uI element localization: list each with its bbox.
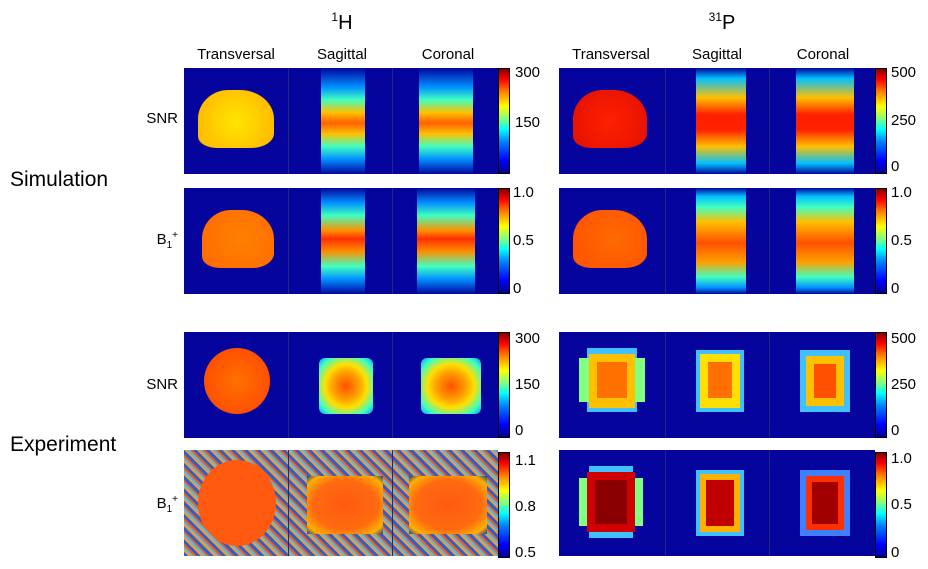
map-sim-snr-31p-transversal bbox=[559, 68, 665, 174]
nucleus-header-1h: 1H bbox=[331, 10, 353, 34]
colorbar-sim-snr-31p bbox=[875, 68, 887, 174]
colorbar-tick-mid: 0.5 bbox=[891, 496, 912, 513]
map-exp-b1-31p bbox=[559, 450, 875, 556]
colorbar-exp-snr-31p bbox=[875, 332, 887, 438]
colorbar-tick-mid: 0.5 bbox=[891, 232, 912, 249]
section-experiment: Experiment bbox=[10, 433, 117, 456]
colorbar-tick-max: 1.0 bbox=[891, 450, 912, 467]
map-sim-b1-31p-transversal bbox=[559, 188, 665, 294]
map-sim-b1-1h bbox=[184, 188, 498, 294]
colorbar-tick-max: 1.1 bbox=[515, 452, 536, 469]
map-exp-snr-31p bbox=[559, 332, 875, 438]
colorbar-tick-mid: 0.5 bbox=[513, 232, 534, 249]
map-exp-b1-31p-coronal bbox=[769, 450, 875, 556]
colorbar-tick-min: 0.5 bbox=[515, 544, 536, 561]
map-exp-b1-1h bbox=[184, 450, 498, 556]
colorbar-sim-snr-1h bbox=[498, 68, 510, 174]
view-header-coronal-31p: Coronal bbox=[796, 46, 850, 63]
map-exp-b1-1h-coronal bbox=[392, 450, 498, 556]
colorbar-tick-min: 0 bbox=[891, 422, 900, 439]
map-sim-snr-1h-transversal bbox=[184, 68, 288, 174]
map-exp-snr-1h-transversal bbox=[184, 332, 288, 438]
view-header-sagittal-1h: Sagittal bbox=[316, 46, 368, 63]
colorbar-tick-mid: 150 bbox=[515, 114, 541, 131]
colorbar-sim-b1-1h bbox=[498, 188, 510, 294]
map-exp-b1-1h-sagittal bbox=[288, 450, 393, 556]
nucleus-header-31p: 31P bbox=[708, 10, 736, 34]
map-exp-snr-1h bbox=[184, 332, 498, 438]
map-exp-snr-31p-sagittal bbox=[665, 332, 770, 438]
colorbar-tick-mid: 0.8 bbox=[515, 498, 536, 515]
colorbar-tick-mid: 250 bbox=[891, 376, 917, 393]
map-exp-b1-1h-transversal bbox=[184, 450, 288, 556]
colorbar-tick-min: 0 bbox=[891, 280, 900, 297]
map-sim-b1-1h-transversal bbox=[184, 188, 288, 294]
colorbar-tick-mid: 250 bbox=[891, 112, 917, 129]
row-label-exp-snr: SNR bbox=[146, 376, 178, 393]
map-exp-snr-1h-coronal bbox=[392, 332, 498, 438]
colorbar-sim-b1-31p bbox=[875, 188, 887, 294]
view-header-transversal-1h: Transversal bbox=[197, 46, 275, 63]
map-exp-b1-31p-sagittal bbox=[665, 450, 770, 556]
view-header-transversal-31p: Transversal bbox=[572, 46, 650, 63]
map-sim-snr-31p-coronal bbox=[769, 68, 875, 174]
view-header-coronal-1h: Coronal bbox=[421, 46, 475, 63]
map-sim-snr-31p bbox=[559, 68, 875, 174]
map-exp-snr-1h-sagittal bbox=[288, 332, 393, 438]
map-sim-b1-1h-coronal bbox=[392, 188, 498, 294]
row-label-exp-b1: B1+ bbox=[156, 494, 178, 515]
map-exp-snr-31p-coronal bbox=[769, 332, 875, 438]
map-sim-b1-31p bbox=[559, 188, 875, 294]
colorbar-exp-snr-1h bbox=[498, 332, 510, 438]
colorbar-tick-max: 1.0 bbox=[891, 184, 912, 201]
colorbar-tick-min: 0 bbox=[891, 158, 900, 175]
map-sim-snr-1h-coronal bbox=[392, 68, 498, 174]
map-sim-b1-31p-coronal bbox=[769, 188, 875, 294]
colorbar-exp-b1-31p bbox=[875, 452, 887, 558]
map-exp-snr-31p-transversal bbox=[559, 332, 665, 438]
view-header-sagittal-31p: Sagittal bbox=[691, 46, 743, 63]
map-sim-b1-31p-sagittal bbox=[665, 188, 770, 294]
map-sim-snr-1h bbox=[184, 68, 498, 174]
row-label-sim-snr: SNR bbox=[146, 110, 178, 127]
colorbar-tick-min: 0 bbox=[891, 544, 900, 561]
map-sim-snr-1h-sagittal bbox=[288, 68, 393, 174]
section-simulation: Simulation bbox=[10, 168, 109, 191]
colorbar-tick-max: 500 bbox=[891, 64, 917, 81]
colorbar-tick-max: 1.0 bbox=[513, 184, 534, 201]
colorbar-tick-max: 500 bbox=[891, 330, 917, 347]
colorbar-tick-min: 0 bbox=[513, 280, 522, 297]
colorbar-tick-max: 300 bbox=[515, 64, 541, 81]
map-sim-snr-31p-sagittal bbox=[665, 68, 770, 174]
row-label-sim-b1: B1+ bbox=[156, 230, 178, 251]
colorbar-tick-min: 0 bbox=[515, 422, 524, 439]
colorbar-tick-mid: 150 bbox=[515, 376, 541, 393]
colorbar-exp-b1-1h bbox=[498, 452, 510, 558]
map-exp-b1-31p-transversal bbox=[559, 450, 665, 556]
colorbar-tick-max: 300 bbox=[515, 330, 541, 347]
map-sim-b1-1h-sagittal bbox=[288, 188, 393, 294]
